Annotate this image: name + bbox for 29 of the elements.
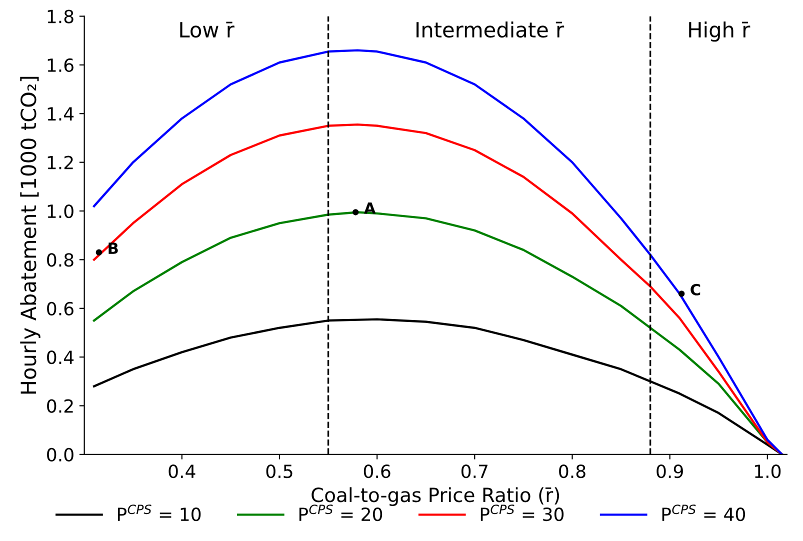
annotation: C: [690, 284, 700, 296]
x-tick-label: 0.9: [656, 464, 683, 478]
annotation: Intermediate r̄: [416, 21, 564, 38]
legend-label: P$^{CPS}$ = 20: [299, 504, 382, 522]
y-tick-label: 1.0: [48, 204, 74, 218]
x-tick-label: 0.4: [168, 464, 196, 478]
legend-label: P$^{CPS}$ = 30: [480, 504, 564, 522]
y-tick-label: 1.6: [48, 58, 74, 72]
x-tick-label: 0.7: [461, 464, 488, 478]
y-tick-label: 0.8: [47, 253, 74, 267]
y-tick-label: 1.4: [48, 107, 74, 120]
annotation: A: [364, 202, 376, 214]
x-tick-label: 0.6: [364, 464, 390, 478]
y-tick-label: 0.0: [47, 448, 74, 462]
y-tick-label: 0.4: [47, 350, 74, 364]
legend-label: P$^{CPS}$ = 40: [662, 504, 746, 522]
annotation: High r̄: [689, 21, 750, 42]
x-tick-label: 1.0: [755, 464, 781, 478]
annotation: B: [108, 242, 118, 254]
annotation: Low r̄: [180, 22, 234, 38]
y-tick-label: 1.2: [48, 156, 73, 170]
x-tick-label: 0.5: [266, 464, 292, 478]
legend-label: P$^{CPS}$ = 10: [118, 504, 201, 522]
y-axis-title: Hourly Abatement [1000 tCO₂]: [20, 76, 40, 394]
y-tick-label: 1.8: [48, 10, 74, 24]
y-tick-label: 0.6: [47, 302, 74, 316]
line-series: [92, 49, 784, 454]
x-tick-label: 0.8: [559, 464, 586, 478]
y-tick-label: 0.2: [47, 399, 73, 413]
